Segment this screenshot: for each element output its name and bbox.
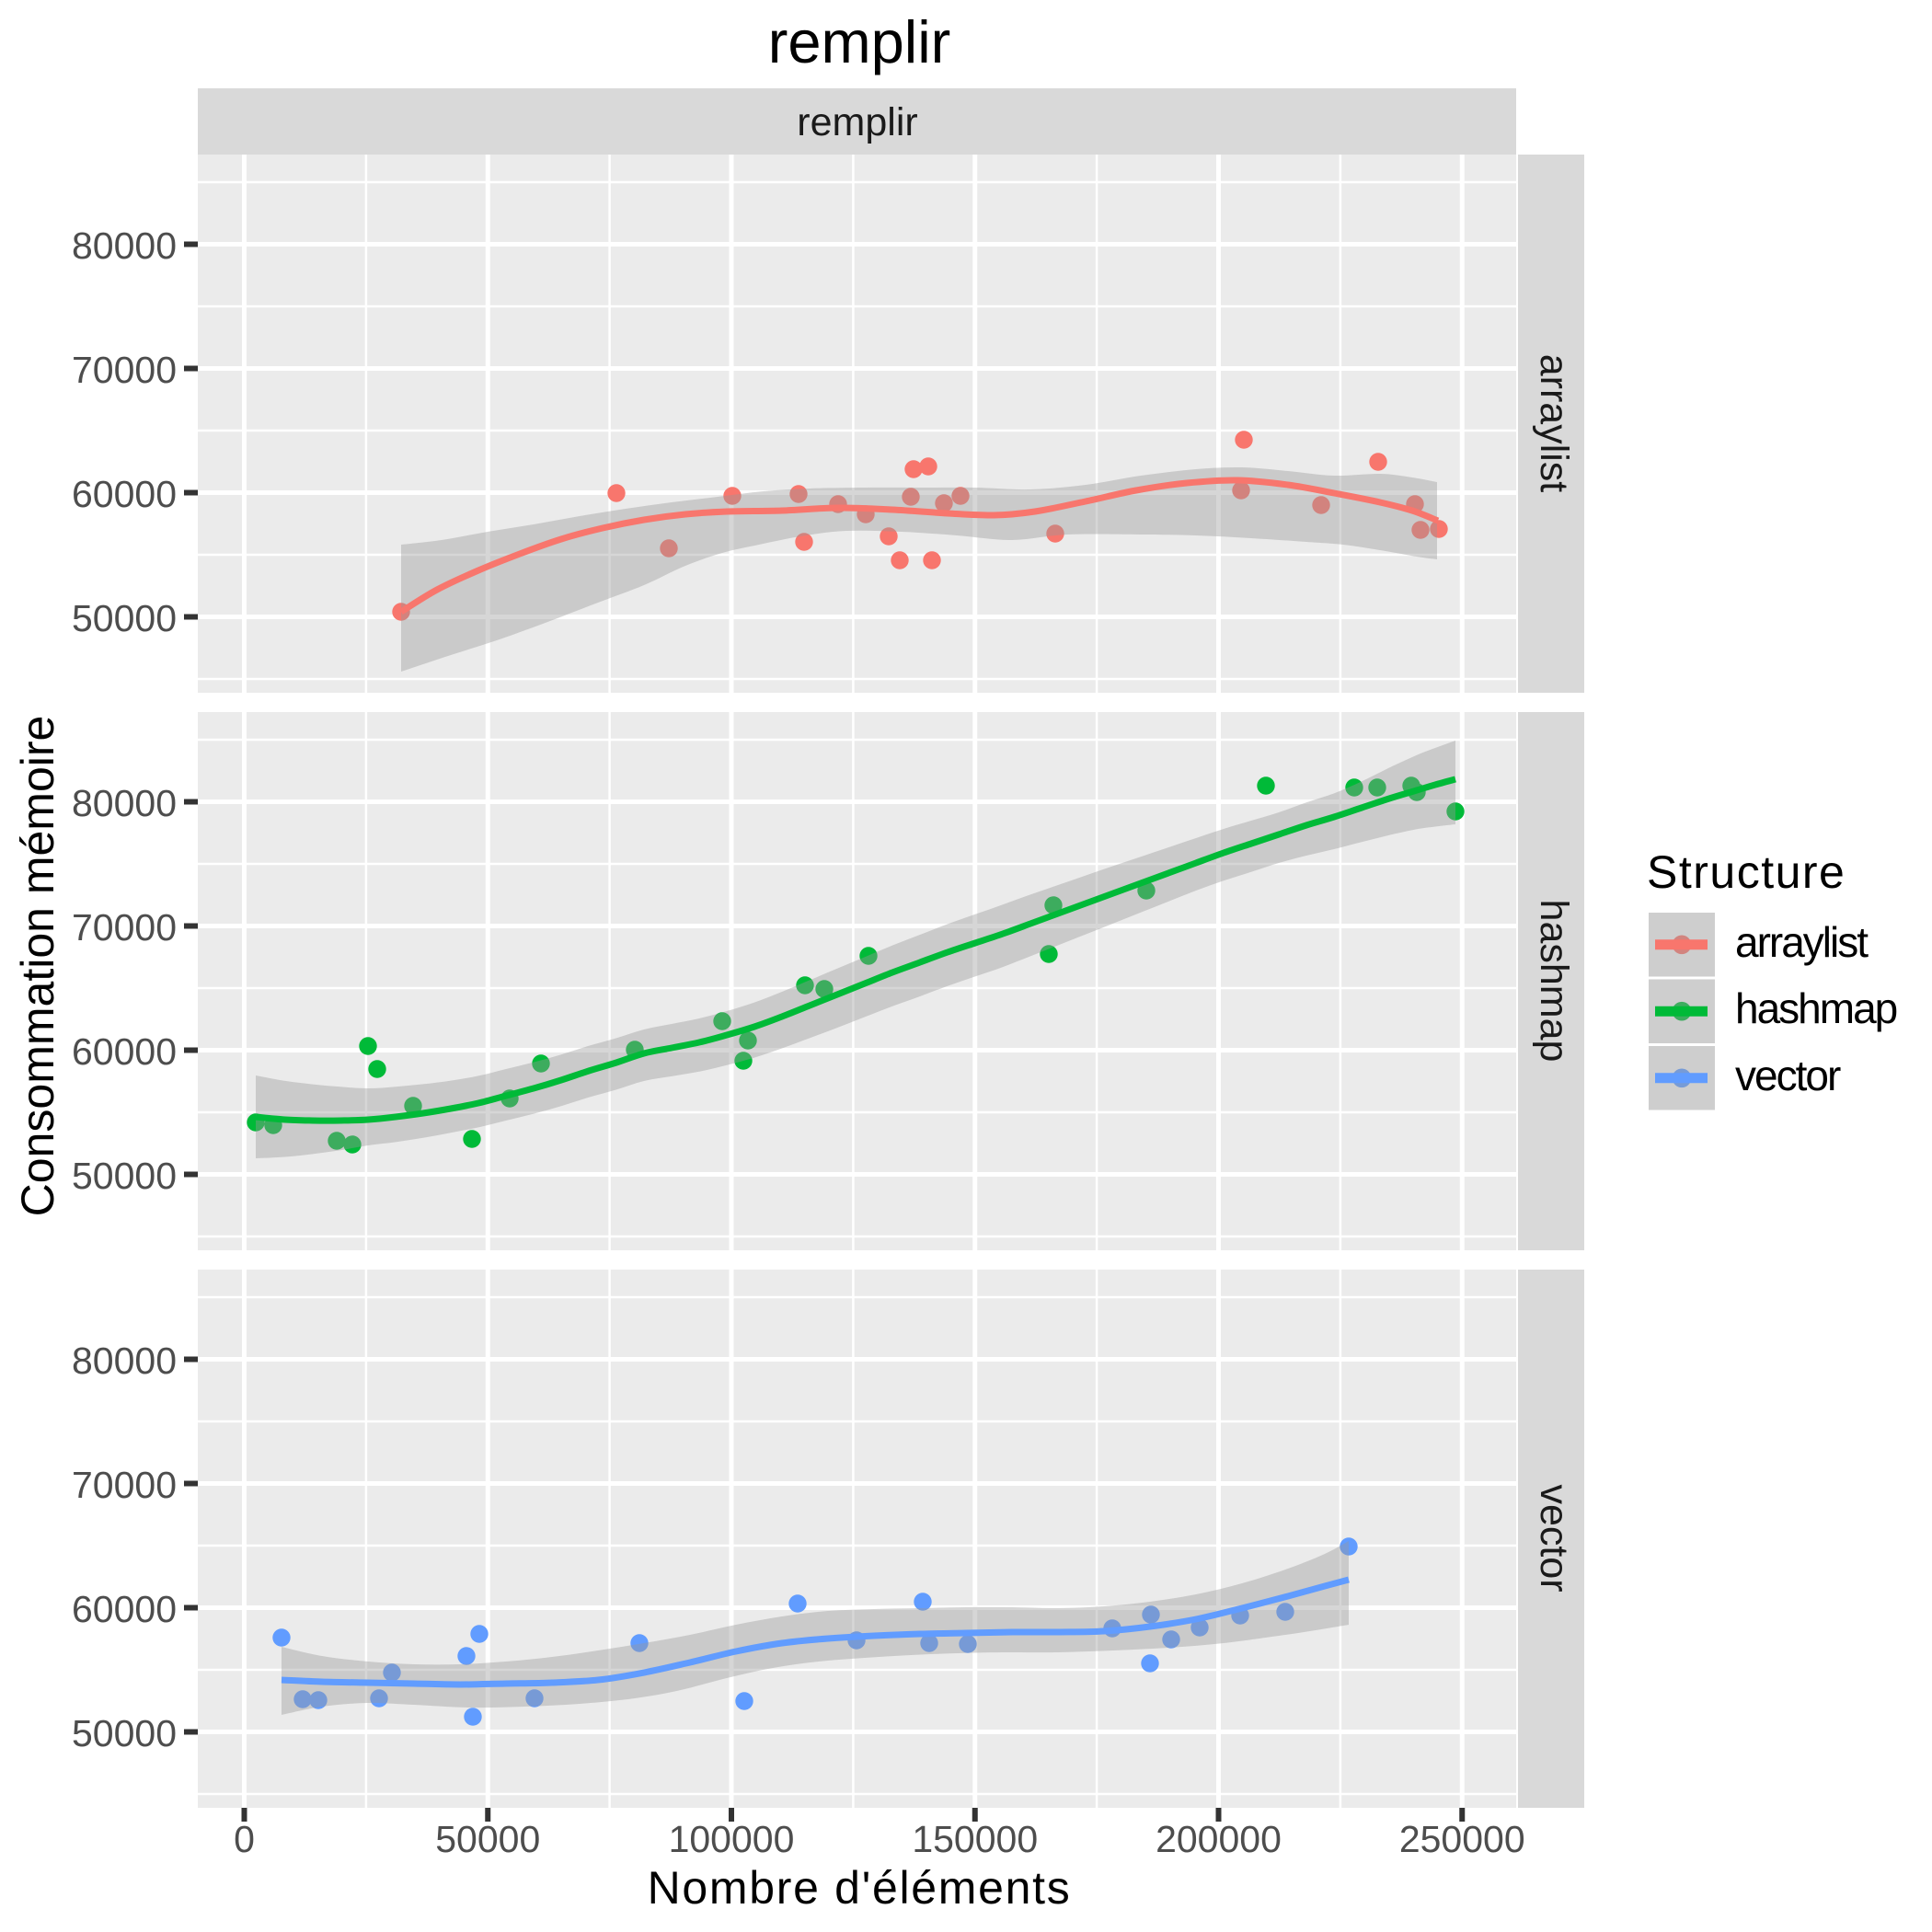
svg-text:remplir: remplir — [797, 100, 917, 144]
svg-text:50000: 50000 — [72, 597, 177, 639]
svg-text:50000: 50000 — [435, 1818, 540, 1860]
svg-text:vector: vector — [1735, 1052, 1841, 1099]
svg-text:60000: 60000 — [72, 473, 177, 515]
svg-text:Structure: Structure — [1647, 846, 1846, 898]
svg-text:80000: 80000 — [72, 224, 177, 267]
svg-text:remplir: remplir — [768, 8, 951, 75]
svg-text:hashmap: hashmap — [1532, 900, 1576, 1063]
svg-text:100000: 100000 — [669, 1818, 795, 1860]
svg-text:80000: 80000 — [72, 782, 177, 824]
svg-text:70000: 70000 — [72, 1464, 177, 1506]
svg-text:60000: 60000 — [72, 1588, 177, 1630]
svg-text:250000: 250000 — [1399, 1818, 1525, 1860]
svg-text:vector: vector — [1532, 1484, 1576, 1592]
svg-text:arraylist: arraylist — [1735, 918, 1869, 966]
svg-text:70000: 70000 — [72, 349, 177, 391]
svg-text:50000: 50000 — [72, 1712, 177, 1754]
svg-text:0: 0 — [234, 1818, 255, 1860]
svg-text:70000: 70000 — [72, 906, 177, 949]
svg-text:Consommation mémoire: Consommation mémoire — [12, 716, 63, 1217]
svg-text:80000: 80000 — [72, 1340, 177, 1382]
svg-text:50000: 50000 — [72, 1155, 177, 1197]
svg-text:arraylist: arraylist — [1532, 354, 1576, 493]
svg-text:Nombre d'éléments: Nombre d'éléments — [648, 1862, 1072, 1914]
svg-text:hashmap: hashmap — [1735, 984, 1897, 1032]
svg-text:200000: 200000 — [1156, 1818, 1282, 1860]
svg-text:150000: 150000 — [912, 1818, 1038, 1860]
svg-text:60000: 60000 — [72, 1030, 177, 1073]
